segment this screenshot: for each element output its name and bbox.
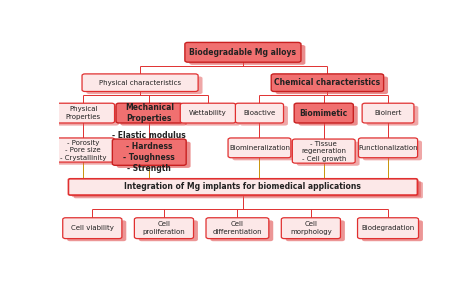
Text: Bioinert: Bioinert (374, 110, 402, 116)
Text: Biomimetic: Biomimetic (300, 109, 348, 118)
FancyBboxPatch shape (297, 142, 360, 166)
FancyBboxPatch shape (189, 45, 305, 65)
FancyBboxPatch shape (116, 103, 182, 123)
Text: Functionalization: Functionalization (358, 145, 418, 151)
Text: Biodegradable Mg alloys: Biodegradable Mg alloys (190, 48, 296, 57)
FancyBboxPatch shape (210, 220, 273, 241)
Text: Integration of Mg implants for biomedical applications: Integration of Mg implants for biomedica… (125, 182, 361, 191)
FancyBboxPatch shape (362, 220, 423, 241)
FancyBboxPatch shape (281, 218, 340, 239)
Text: - Porosity
- Pore size
- Crystallinity: - Porosity - Pore size - Crystallinity (60, 140, 106, 160)
FancyBboxPatch shape (70, 180, 419, 196)
FancyBboxPatch shape (56, 140, 119, 165)
FancyBboxPatch shape (120, 106, 187, 125)
Text: Cell
morphology: Cell morphology (290, 221, 332, 235)
Text: Wettability: Wettability (189, 110, 227, 116)
FancyBboxPatch shape (271, 74, 383, 91)
Text: Chemical characteristics: Chemical characteristics (274, 78, 381, 87)
FancyBboxPatch shape (358, 138, 418, 158)
Text: Cell viability: Cell viability (71, 225, 114, 231)
Text: Physical characteristics: Physical characteristics (99, 80, 181, 86)
FancyBboxPatch shape (206, 218, 269, 239)
FancyBboxPatch shape (366, 106, 419, 125)
FancyBboxPatch shape (275, 76, 388, 94)
FancyBboxPatch shape (357, 218, 419, 239)
FancyBboxPatch shape (63, 218, 122, 239)
FancyBboxPatch shape (286, 220, 345, 241)
FancyBboxPatch shape (236, 103, 283, 123)
Text: Biodegradation: Biodegradation (361, 225, 415, 231)
FancyBboxPatch shape (134, 218, 193, 239)
FancyBboxPatch shape (185, 106, 240, 125)
Text: Mechanical
Properties: Mechanical Properties (125, 103, 174, 123)
Text: Bioactive: Bioactive (243, 110, 275, 116)
FancyBboxPatch shape (68, 179, 418, 195)
FancyBboxPatch shape (82, 74, 198, 91)
Text: Cell
proliferation: Cell proliferation (143, 221, 185, 235)
FancyBboxPatch shape (232, 140, 295, 160)
FancyBboxPatch shape (363, 140, 422, 160)
FancyBboxPatch shape (117, 142, 191, 168)
Text: - Tissue
regeneration
- Cell growth: - Tissue regeneration - Cell growth (301, 141, 346, 162)
Text: Physical
Properties: Physical Properties (65, 106, 100, 120)
FancyBboxPatch shape (72, 181, 421, 197)
FancyBboxPatch shape (86, 76, 202, 94)
Text: Cell
differentiation: Cell differentiation (213, 221, 262, 235)
FancyBboxPatch shape (180, 103, 236, 123)
FancyBboxPatch shape (362, 103, 414, 123)
Text: Biomineralization: Biomineralization (229, 145, 290, 151)
FancyBboxPatch shape (299, 106, 358, 125)
FancyBboxPatch shape (52, 138, 115, 162)
FancyBboxPatch shape (240, 106, 288, 125)
Text: - Elastic modulus
- Hardness
- Toughness
- Strength: - Elastic modulus - Hardness - Toughness… (112, 131, 186, 173)
FancyBboxPatch shape (74, 182, 423, 198)
FancyBboxPatch shape (139, 220, 198, 241)
FancyBboxPatch shape (56, 106, 119, 125)
FancyBboxPatch shape (112, 139, 186, 165)
FancyBboxPatch shape (52, 103, 115, 123)
FancyBboxPatch shape (294, 103, 353, 123)
FancyBboxPatch shape (185, 42, 301, 62)
FancyBboxPatch shape (228, 138, 291, 158)
FancyBboxPatch shape (292, 139, 355, 163)
FancyBboxPatch shape (67, 220, 126, 241)
